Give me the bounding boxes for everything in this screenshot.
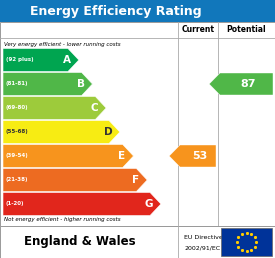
Polygon shape <box>3 72 92 95</box>
Text: (1-20): (1-20) <box>6 201 24 206</box>
Bar <box>0 226 275 258</box>
Text: Potential: Potential <box>227 26 266 35</box>
Text: F: F <box>132 175 139 185</box>
Text: E: E <box>118 151 125 161</box>
Polygon shape <box>3 192 161 215</box>
Polygon shape <box>209 73 273 95</box>
Bar <box>0 0 275 22</box>
Text: Very energy efficient - lower running costs: Very energy efficient - lower running co… <box>4 42 121 47</box>
Polygon shape <box>3 120 120 143</box>
Text: (69-80): (69-80) <box>6 106 29 110</box>
Text: G: G <box>145 199 153 209</box>
Text: Current: Current <box>182 26 214 35</box>
Text: (92 plus): (92 plus) <box>6 58 34 62</box>
Text: (55-68): (55-68) <box>6 130 29 134</box>
Text: (39-54): (39-54) <box>6 154 29 158</box>
Bar <box>221 228 272 256</box>
Text: C: C <box>90 103 98 113</box>
Text: Energy Efficiency Rating: Energy Efficiency Rating <box>30 4 201 18</box>
Polygon shape <box>3 144 133 167</box>
Polygon shape <box>3 49 79 71</box>
Text: 87: 87 <box>241 79 256 89</box>
Text: EU Directive: EU Directive <box>184 235 222 240</box>
Bar <box>0 22 275 226</box>
Text: (21-38): (21-38) <box>6 178 29 182</box>
Polygon shape <box>169 145 216 167</box>
Text: 53: 53 <box>192 151 208 161</box>
Polygon shape <box>3 168 147 191</box>
Text: 2002/91/EC: 2002/91/EC <box>185 246 221 251</box>
Polygon shape <box>3 96 106 119</box>
Text: A: A <box>63 55 71 65</box>
Text: B: B <box>77 79 85 89</box>
Text: England & Wales: England & Wales <box>24 236 136 248</box>
Text: D: D <box>104 127 112 137</box>
Text: (81-81): (81-81) <box>6 82 29 86</box>
Text: Not energy efficient - higher running costs: Not energy efficient - higher running co… <box>4 217 121 222</box>
